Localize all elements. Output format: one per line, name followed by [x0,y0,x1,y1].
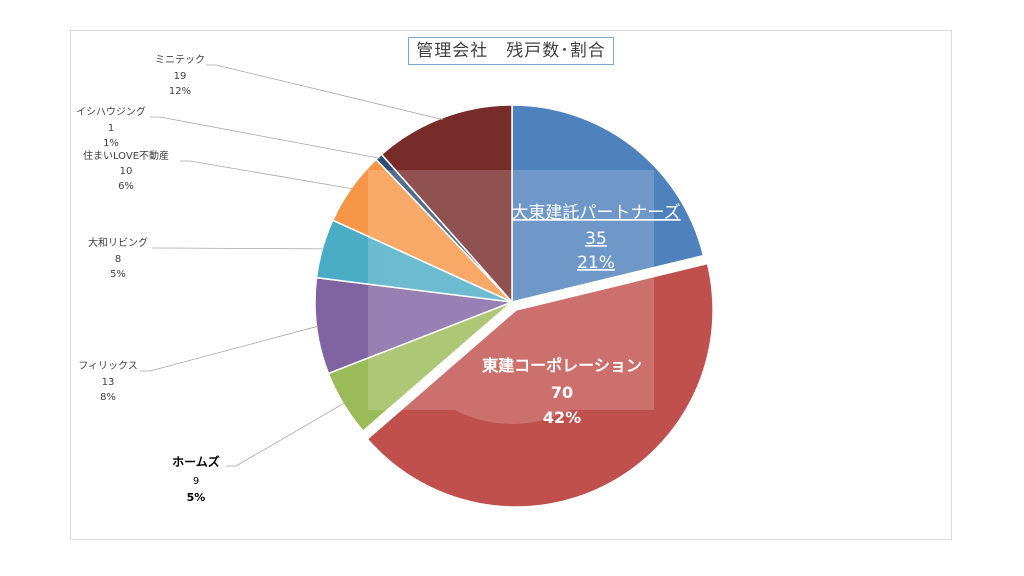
slice-label-value-4: 13 [102,377,115,388]
slice-label-name-7: イシハウジング [76,105,146,118]
slice-label-value-8: 19 [174,71,187,82]
watermark-logo [368,170,654,424]
leader-line-5 [152,247,325,250]
leader-line-3 [226,402,346,467]
leader-line-8 [206,64,444,121]
slice-label-value-2: 70 [551,383,573,402]
slice-label-name-3: ホームズ [172,454,220,469]
pie-slice-8 [380,104,513,304]
slice-label-name-5: 大和リビング [88,236,148,249]
slice-label-percent-1: 21% [577,253,615,273]
leader-line-6 [180,160,354,190]
slice-label-percent-3: 5% [187,491,206,504]
slice-label-value-1: 35 [585,229,607,249]
slice-label-value-3: 9 [193,476,199,487]
slice-label-percent-7: 1% [103,138,119,149]
slice-label-percent-4: 8% [100,392,116,403]
pie-slice-2 [366,262,714,508]
slice-label-name-1: 大東建託パートナーズ [511,203,680,223]
pie-slice-1 [511,104,705,303]
slice-label-percent-5: 5% [110,269,126,280]
slice-label-percent-6: 6% [118,181,134,192]
leader-line-4 [140,325,319,372]
slice-label-value-7: 1 [108,123,114,134]
chart-title: 管理会社 残戸数･割合 [408,37,614,65]
slice-label-percent-8: 12% [169,86,191,97]
slice-label-name-8: ミニテック [155,54,205,66]
slice-label-name-6: 住まいLOVE不動産 [83,149,169,162]
slice-label-name-4: フィリックス [78,360,138,372]
slice-label-name-2: 東建コーポレーション [482,356,642,375]
leader-line-7 [150,116,381,159]
slice-label-percent-2: 42% [543,408,581,427]
slice-label-value-5: 8 [115,254,121,265]
slice-label-value-6: 10 [120,166,133,177]
